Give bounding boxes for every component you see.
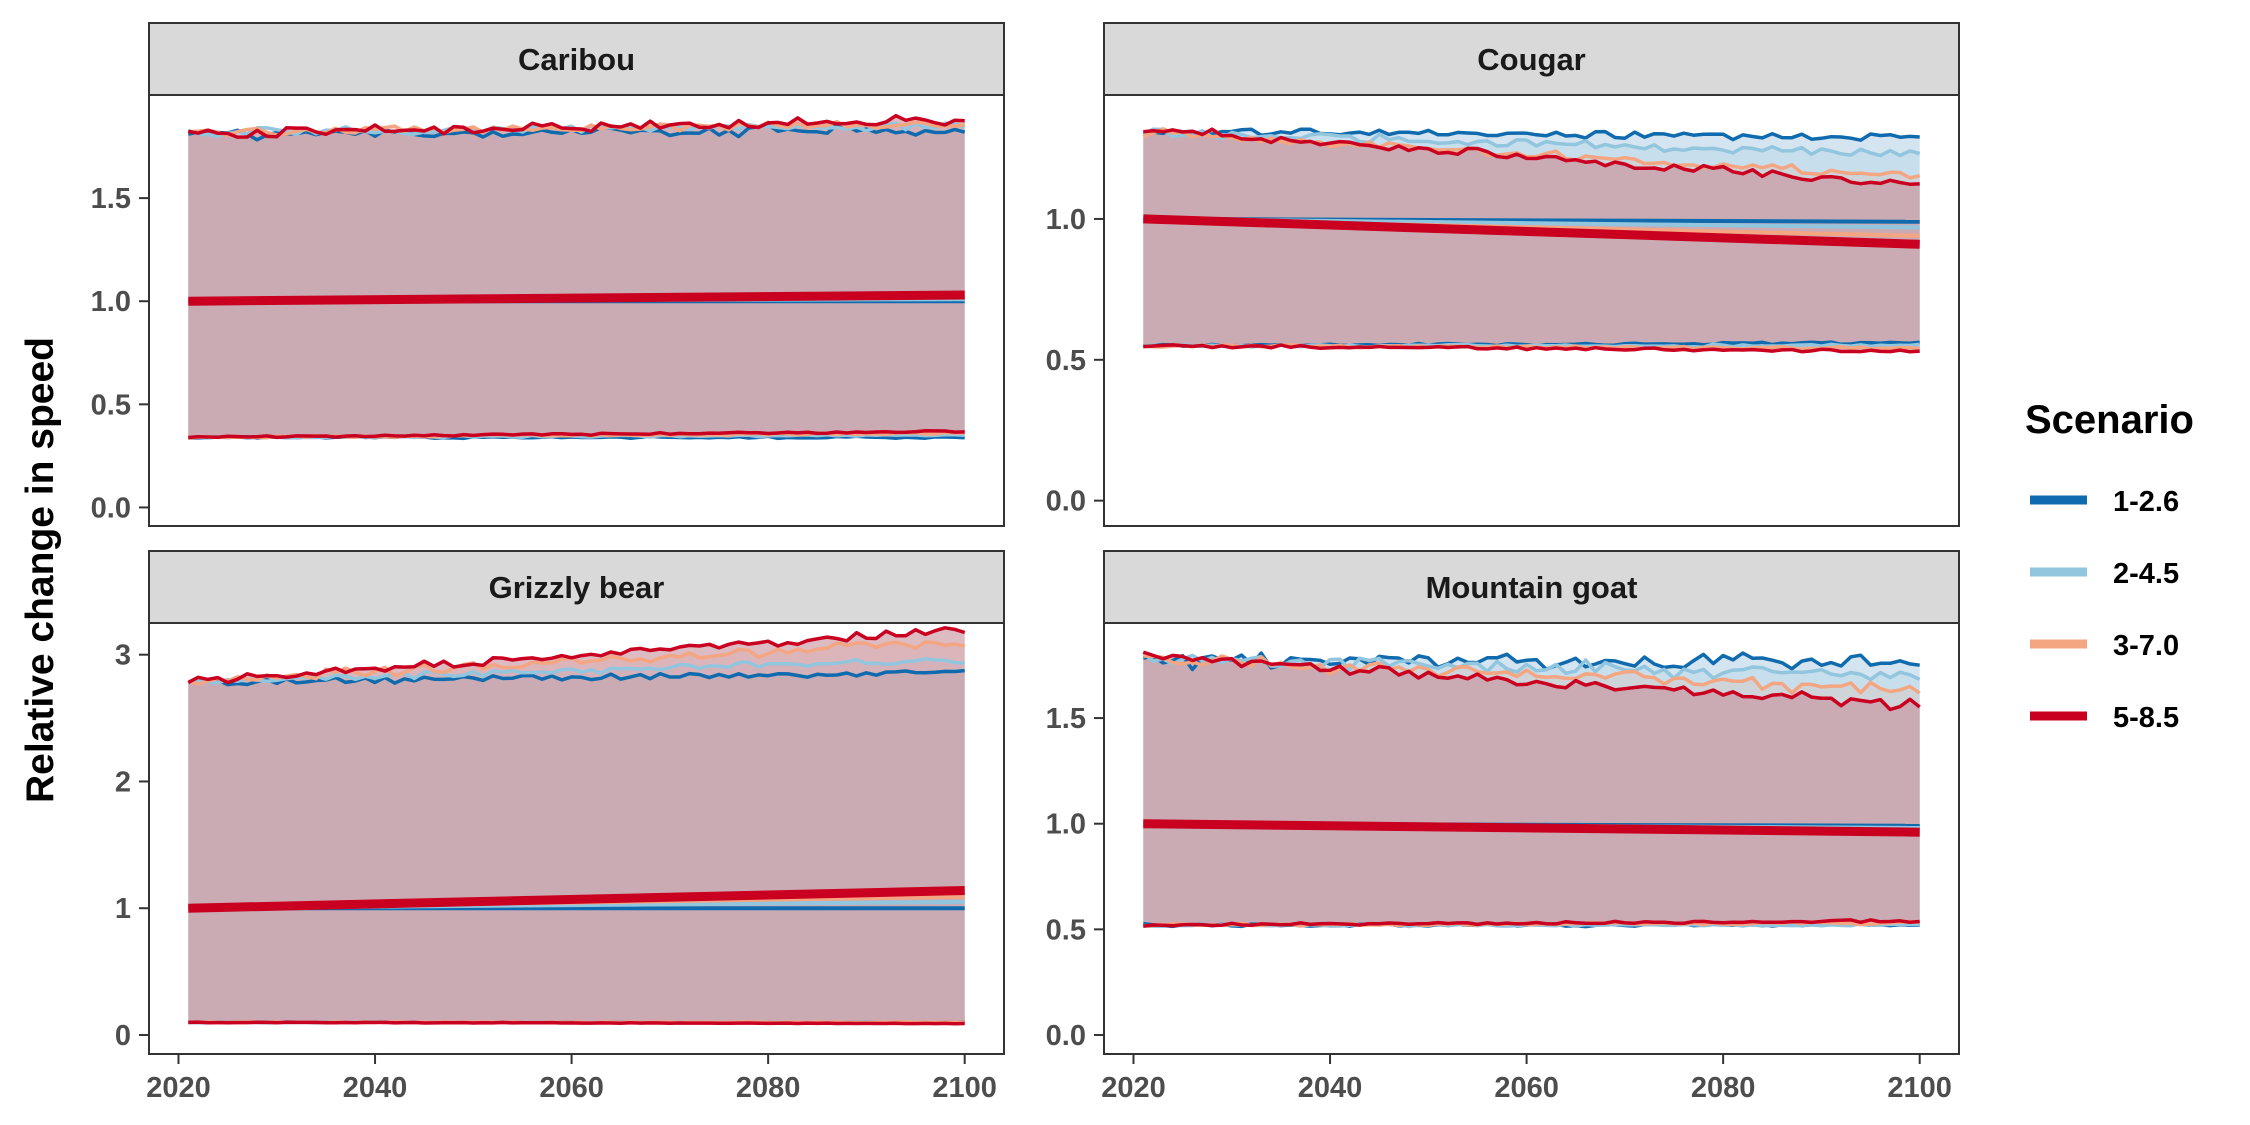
panel-strip <box>1103 22 1960 96</box>
panel-strip <box>148 22 1005 96</box>
series-5-8-5-lower-line <box>1143 343 1920 354</box>
x-tick-label: 2100 <box>932 1072 997 1104</box>
plot-area <box>187 113 966 441</box>
series-5-8-5-upper-line <box>1142 650 1921 712</box>
legend-label: 5-8.5 <box>2113 702 2179 734</box>
x-tick-label: 2020 <box>1101 1072 1166 1104</box>
y-tick-label: 1.0 <box>1046 809 1086 841</box>
series-1-2-6-upper-line <box>187 668 965 687</box>
series-5-8-5-lower-line <box>188 1020 965 1026</box>
ribbon-overlap <box>188 115 965 438</box>
x-tick-label: 2040 <box>1298 1072 1363 1104</box>
y-tick-label: 1.5 <box>91 183 131 215</box>
series-5-8-5-upper-line <box>1143 127 1920 186</box>
series-3-7-0-upper-line <box>187 640 966 686</box>
panel-border <box>1103 94 1960 527</box>
series-5-8-5-lower-line <box>1143 918 1920 928</box>
ribbon-overlap <box>188 627 965 1024</box>
plot-area <box>187 626 966 1026</box>
legend-label: 3-7.0 <box>2113 630 2179 662</box>
legend-title: Scenario <box>2025 398 2194 442</box>
x-tick-label: 2020 <box>146 1072 211 1104</box>
series-5-8-5-mean-line <box>188 290 965 306</box>
panel-title: Mountain goat <box>1426 570 1638 605</box>
y-tick-label: 0.5 <box>91 389 131 421</box>
x-tick-label: 2100 <box>1887 1072 1952 1104</box>
legend: Scenario 1-2.6 2-4.5 3-7.0 5-8.5 <box>2025 398 2194 734</box>
y-axis-label: Relative change in speed <box>19 337 62 803</box>
y-tick-label: 1.5 <box>1046 703 1086 735</box>
y-tick-label: 0.5 <box>1046 914 1086 946</box>
panel-border <box>1103 622 1960 1055</box>
y-tick-label: 2 <box>115 766 131 798</box>
y-tick-label: 0 <box>115 1020 131 1052</box>
panel-cougar: Cougar 0.0 0.5 1.0 <box>1046 22 1960 527</box>
y-tick-label: 1.0 <box>91 286 131 318</box>
x-tick-label: 2060 <box>1494 1072 1559 1104</box>
ribbon-overlap <box>1143 652 1920 927</box>
series-5-8-5-lower-line <box>188 428 965 440</box>
panel-grizzly-bear: Grizzly bear 0 1 2 3 2020 2040 2060 2080 2100 <box>115 550 1005 1104</box>
panel-title: Cougar <box>1477 42 1586 77</box>
legend-item-3-7-0: 3-7.0 <box>2030 630 2179 662</box>
panel-title: Grizzly bear <box>489 570 665 605</box>
panel-border <box>148 622 1005 1055</box>
series-5-8-5-mean-line <box>1143 819 1920 837</box>
y-tick-label: 1.0 <box>1046 204 1086 236</box>
y-tick-label: 0.0 <box>1046 1020 1086 1052</box>
plot-area <box>1142 127 1921 354</box>
panel-border <box>148 94 1005 527</box>
legend-item-2-4-5: 2-4.5 <box>2030 558 2179 590</box>
legend-label: 1-2.6 <box>2113 486 2179 518</box>
series-5-8-5-upper-line <box>187 113 965 139</box>
panel-mountain-goat: Mountain goat 0.0 0.5 1.0 1.5 2020 2040 2060 208… <box>1046 550 1960 1104</box>
series-5-8-5-upper-line <box>187 626 966 685</box>
ribbon-overlap <box>1143 129 1920 352</box>
legend-label: 2-4.5 <box>2113 558 2179 590</box>
y-tick-label: 1 <box>115 893 131 925</box>
panel-strip <box>148 550 1005 624</box>
series-5-8-5-mean-line <box>188 886 965 913</box>
y-tick-label: 3 <box>115 640 131 672</box>
series-1-2-6-upper-line <box>1143 127 1920 142</box>
panel-strip <box>1103 550 1960 624</box>
legend-item-5-8-5: 5-8.5 <box>2030 702 2179 734</box>
x-tick-label: 2080 <box>1691 1072 1756 1104</box>
series-2-4-5-upper-line <box>1142 127 1921 158</box>
series-3-7-0-upper-line <box>1142 127 1921 180</box>
panel-caribou: Caribou 0.0 0.5 1.0 1.5 <box>91 22 1005 527</box>
y-tick-label: 0.0 <box>1046 486 1086 518</box>
y-tick-label: 0.5 <box>1046 345 1086 377</box>
panel-title: Caribou <box>518 42 635 77</box>
x-tick-label: 2060 <box>539 1072 604 1104</box>
x-tick-label: 2080 <box>736 1072 801 1104</box>
panels-layer: Caribou 0.0 0.5 1.0 1.5 Cougar 0.0 0.5 1.0 Grizzl… <box>91 22 1960 1104</box>
x-tick-label: 2040 <box>343 1072 408 1104</box>
series-5-8-5-mean-line <box>1143 214 1920 249</box>
legend-item-1-2-6: 1-2.6 <box>2030 486 2179 518</box>
y-tick-label: 0.0 <box>91 492 131 524</box>
plot-area <box>1142 650 1921 929</box>
